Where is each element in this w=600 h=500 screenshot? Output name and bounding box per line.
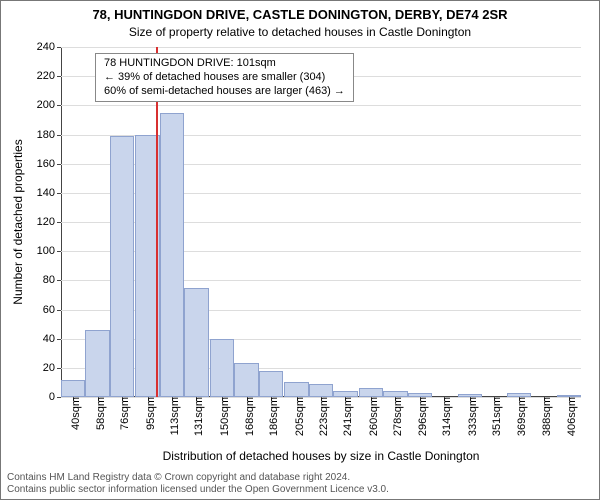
xtick-label: 40sqm (64, 397, 82, 430)
xtick-label: 351sqm (485, 397, 503, 436)
gridline (61, 47, 581, 48)
xtick-label: 388sqm (535, 397, 553, 436)
footer-line2: Contains public sector information licen… (7, 484, 593, 496)
annotation-box: 78 HUNTINGDON DRIVE: 101sqm← 39% of deta… (95, 53, 354, 102)
ytick-label: 40 (43, 333, 61, 345)
footer: Contains HM Land Registry data © Crown c… (7, 472, 593, 495)
histogram-bar (234, 363, 258, 397)
histogram-bar (85, 330, 109, 397)
ytick-label: 200 (37, 99, 61, 111)
xtick-label: 333sqm (461, 397, 479, 436)
histogram-bar (259, 371, 283, 397)
histogram-bar (284, 382, 308, 397)
xtick-label: 314sqm (435, 397, 453, 436)
histogram-bar (110, 136, 134, 397)
ytick-label: 80 (43, 274, 61, 286)
histogram-bar (210, 339, 234, 397)
annotation-line2: ← 39% of detached houses are smaller (30… (104, 71, 345, 85)
xtick-label: 369sqm (510, 397, 528, 436)
xtick-label: 131sqm (187, 397, 205, 436)
xtick-label: 58sqm (89, 397, 107, 430)
xtick-label: 113sqm (163, 397, 181, 435)
histogram-bar (309, 384, 333, 397)
xtick-label: 150sqm (213, 397, 231, 436)
footer-line1: Contains HM Land Registry data © Crown c… (7, 472, 593, 484)
xtick-label: 168sqm (238, 397, 256, 436)
ytick-label: 160 (37, 158, 61, 170)
chart-title-line2: Size of property relative to detached ho… (1, 25, 599, 39)
ytick-label: 60 (43, 304, 61, 316)
histogram-bar (160, 113, 184, 397)
annotation-line1: 78 HUNTINGDON DRIVE: 101sqm (104, 57, 345, 71)
ytick-label: 240 (37, 41, 61, 53)
plot-area: 02040608010012014016018020022024040sqm58… (61, 47, 581, 397)
xtick-label: 186sqm (262, 397, 280, 436)
histogram-bar (359, 388, 383, 397)
y-axis-label-wrap: Number of detached properties (11, 47, 25, 397)
xtick-label: 278sqm (386, 397, 404, 436)
gridline (61, 105, 581, 106)
ytick-label: 100 (37, 245, 61, 257)
xtick-label: 241sqm (336, 397, 354, 436)
xtick-label: 296sqm (411, 397, 429, 436)
xtick-label: 223sqm (312, 397, 330, 436)
ytick-label: 220 (37, 70, 61, 82)
xtick-label: 95sqm (139, 397, 157, 430)
ytick-label: 20 (43, 362, 61, 374)
histogram-bar (184, 288, 208, 397)
xtick-label: 205sqm (288, 397, 306, 436)
chart-title-line1: 78, HUNTINGDON DRIVE, CASTLE DONINGTON, … (1, 7, 599, 22)
histogram-bar (61, 380, 85, 398)
xtick-label: 406sqm (560, 397, 578, 436)
xtick-label: 76sqm (113, 397, 131, 430)
ytick-label: 120 (37, 216, 61, 228)
ytick-label: 0 (49, 391, 61, 403)
annotation-line3: 60% of semi-detached houses are larger (… (104, 85, 345, 99)
chart-container: 78, HUNTINGDON DRIVE, CASTLE DONINGTON, … (0, 0, 600, 500)
y-axis-label: Number of detached properties (11, 139, 25, 304)
ytick-label: 140 (37, 187, 61, 199)
ytick-label: 180 (37, 129, 61, 141)
xtick-label: 260sqm (362, 397, 380, 436)
x-axis-label: Distribution of detached houses by size … (61, 449, 581, 463)
